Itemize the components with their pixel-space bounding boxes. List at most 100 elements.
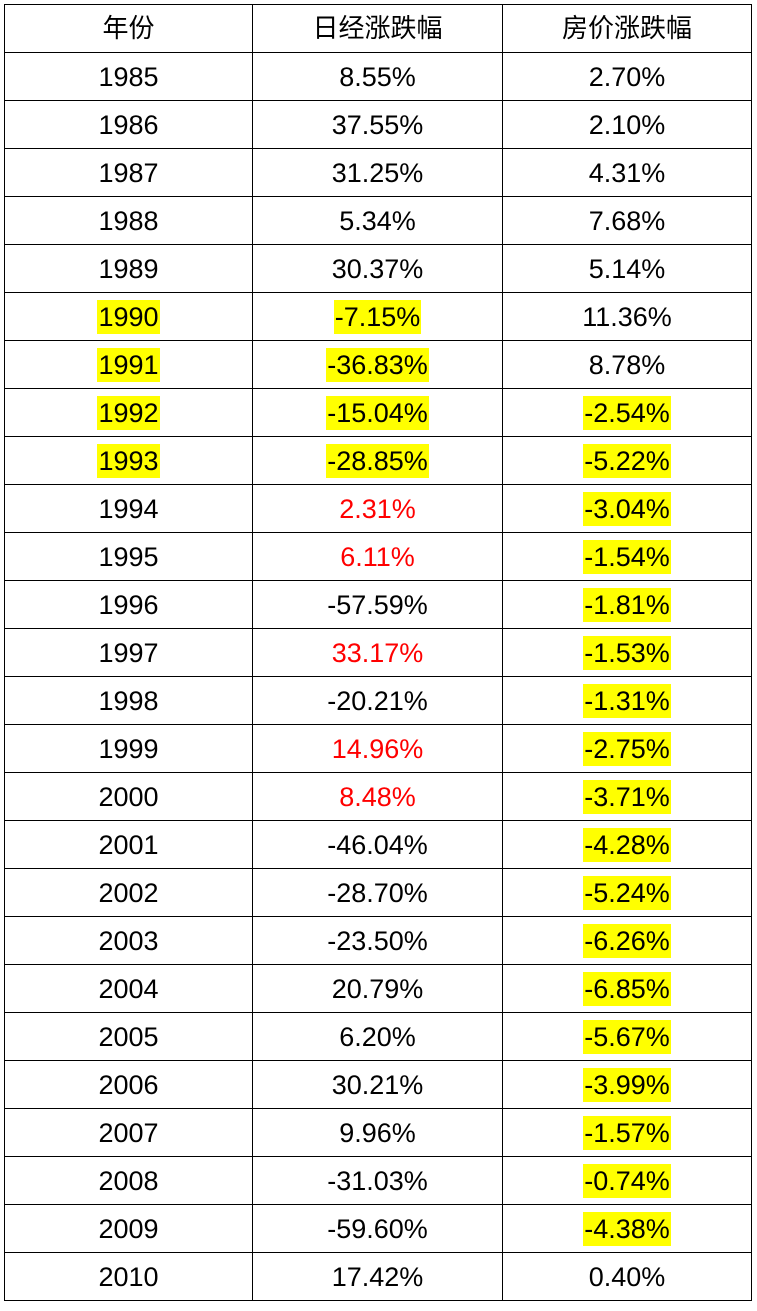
house-price-cell-value: -1.53% bbox=[583, 635, 671, 670]
house-price-cell-value: 5.14% bbox=[588, 253, 666, 284]
nikkei-change-cell-value: 8.55% bbox=[339, 61, 416, 92]
house-price-cell-value: 2.70% bbox=[588, 61, 666, 92]
nikkei-change-cell-value: 2.31% bbox=[339, 493, 416, 524]
nikkei-change-cell-value: -20.21% bbox=[327, 685, 428, 716]
nikkei-change-cell-value: -28.70% bbox=[327, 877, 428, 908]
house-price-cell: -1.81% bbox=[502, 580, 752, 629]
house-price-cell: 0.40% bbox=[502, 1252, 752, 1301]
table-row: 2001 -46.04% -4.28% bbox=[4, 820, 752, 869]
house-price-cell: 7.68% bbox=[502, 196, 752, 245]
year-cell-value: 1995 bbox=[98, 541, 159, 572]
house-price-cell: -4.28% bbox=[502, 820, 752, 869]
house-price-cell-value: -6.85% bbox=[583, 971, 671, 1006]
table-row: 1994 2.31% -3.04% bbox=[4, 484, 752, 533]
year-cell: 2008 bbox=[4, 1156, 253, 1205]
house-price-cell-value: 0.40% bbox=[588, 1261, 666, 1292]
nikkei-change-cell-value: 5.34% bbox=[339, 205, 416, 236]
table-row: 1998 -20.21% -1.31% bbox=[4, 676, 752, 725]
table-row: 2003 -23.50% -6.26% bbox=[4, 916, 752, 965]
house-price-cell-value: -5.22% bbox=[583, 443, 671, 478]
nikkei-change-cell: 6.20% bbox=[252, 1012, 503, 1061]
table-row: 1985 8.55% 2.70% bbox=[4, 52, 752, 101]
year-cell-value: 2008 bbox=[98, 1165, 159, 1196]
nikkei-change-cell-value: -46.04% bbox=[327, 829, 428, 860]
house-price-cell: 4.31% bbox=[502, 148, 752, 197]
nikkei-change-cell-value: 6.20% bbox=[339, 1021, 416, 1052]
table-row: 2010 17.42% 0.40% bbox=[4, 1252, 752, 1301]
year-cell-value: 1986 bbox=[98, 109, 159, 140]
table-row: 2006 30.21% -3.99% bbox=[4, 1060, 752, 1109]
house-price-cell: 8.78% bbox=[502, 340, 752, 389]
year-cell-value: 2010 bbox=[98, 1261, 159, 1292]
house-price-cell-value: 2.10% bbox=[588, 109, 666, 140]
table-row: 1987 31.25% 4.31% bbox=[4, 148, 752, 197]
table-body: 1985 8.55% 2.70% 1986 37.55% 2.10% 1987 31.25% 4… bbox=[4, 52, 752, 1301]
nikkei-change-cell: -7.15% bbox=[252, 292, 503, 341]
house-price-cell: 2.10% bbox=[502, 100, 752, 149]
year-cell-value: 1997 bbox=[98, 637, 159, 668]
nikkei-change-cell-value: 9.96% bbox=[339, 1117, 416, 1148]
year-cell: 1994 bbox=[4, 484, 253, 533]
year-cell: 2006 bbox=[4, 1060, 253, 1109]
nikkei-change-cell: -31.03% bbox=[252, 1156, 503, 1205]
house-price-cell-value: -1.81% bbox=[583, 587, 671, 622]
nikkei-change-cell: -59.60% bbox=[252, 1204, 503, 1253]
nikkei-change-cell: 9.96% bbox=[252, 1108, 503, 1157]
year-cell: 1987 bbox=[4, 148, 253, 197]
year-cell-value: 2009 bbox=[98, 1213, 159, 1244]
nikkei-change-cell: -23.50% bbox=[252, 916, 503, 965]
nikkei-house-price-table: 年份 日经涨跌幅 房价涨跌幅 1985 8.55% 2.70% 1986 37.55% 2… bbox=[4, 4, 752, 1301]
year-cell-value: 1990 bbox=[97, 299, 160, 334]
header-year: 年份 bbox=[4, 4, 253, 53]
year-cell: 2002 bbox=[4, 868, 253, 917]
year-cell-value: 1999 bbox=[98, 733, 159, 764]
nikkei-change-cell-value: 20.79% bbox=[331, 973, 424, 1004]
house-price-cell: -3.04% bbox=[502, 484, 752, 533]
table-row: 1990 -7.15% 11.36% bbox=[4, 292, 752, 341]
year-cell-value: 1985 bbox=[98, 61, 159, 92]
nikkei-change-cell-value: -28.85% bbox=[326, 443, 429, 478]
year-cell-value: 2003 bbox=[98, 925, 159, 956]
year-cell-value: 1987 bbox=[98, 157, 159, 188]
table-row: 1989 30.37% 5.14% bbox=[4, 244, 752, 293]
house-price-cell: -4.38% bbox=[502, 1204, 752, 1253]
house-price-cell: 2.70% bbox=[502, 52, 752, 101]
nikkei-change-cell: 17.42% bbox=[252, 1252, 503, 1301]
nikkei-change-cell-value: 30.21% bbox=[331, 1069, 424, 1100]
nikkei-change-cell: -20.21% bbox=[252, 676, 503, 725]
nikkei-change-cell-value: -36.83% bbox=[326, 347, 429, 382]
year-cell-value: 2006 bbox=[98, 1069, 159, 1100]
year-cell: 2010 bbox=[4, 1252, 253, 1301]
header-nikkei-change: 日经涨跌幅 bbox=[252, 4, 503, 53]
nikkei-change-cell-value: 33.17% bbox=[331, 637, 424, 668]
year-cell-value: 2001 bbox=[98, 829, 159, 860]
house-price-cell: -1.54% bbox=[502, 532, 752, 581]
house-price-cell: -5.67% bbox=[502, 1012, 752, 1061]
table-row: 2002 -28.70% -5.24% bbox=[4, 868, 752, 917]
house-price-cell-value: -3.04% bbox=[583, 491, 671, 526]
nikkei-change-cell: 37.55% bbox=[252, 100, 503, 149]
nikkei-change-cell: -28.85% bbox=[252, 436, 503, 485]
house-price-cell-value: -2.54% bbox=[583, 395, 671, 430]
year-cell: 2000 bbox=[4, 772, 253, 821]
year-cell-value: 1994 bbox=[98, 493, 159, 524]
house-price-cell: 5.14% bbox=[502, 244, 752, 293]
house-price-cell: 11.36% bbox=[502, 292, 752, 341]
nikkei-change-cell-value: 37.55% bbox=[331, 109, 424, 140]
year-cell: 1986 bbox=[4, 100, 253, 149]
nikkei-change-cell: 33.17% bbox=[252, 628, 503, 677]
house-price-cell-value: -3.99% bbox=[583, 1067, 671, 1102]
nikkei-change-cell-value: -57.59% bbox=[327, 589, 428, 620]
year-cell: 2003 bbox=[4, 916, 253, 965]
table-row: 1988 5.34% 7.68% bbox=[4, 196, 752, 245]
table-row: 2009 -59.60% -4.38% bbox=[4, 1204, 752, 1253]
year-cell: 1988 bbox=[4, 196, 253, 245]
year-cell: 2001 bbox=[4, 820, 253, 869]
year-cell: 1996 bbox=[4, 580, 253, 629]
table-row: 2004 20.79% -6.85% bbox=[4, 964, 752, 1013]
house-price-cell: -1.31% bbox=[502, 676, 752, 725]
house-price-cell: -3.71% bbox=[502, 772, 752, 821]
year-cell: 1998 bbox=[4, 676, 253, 725]
house-price-cell-value: -3.71% bbox=[583, 779, 671, 814]
year-cell-value: 1996 bbox=[98, 589, 159, 620]
